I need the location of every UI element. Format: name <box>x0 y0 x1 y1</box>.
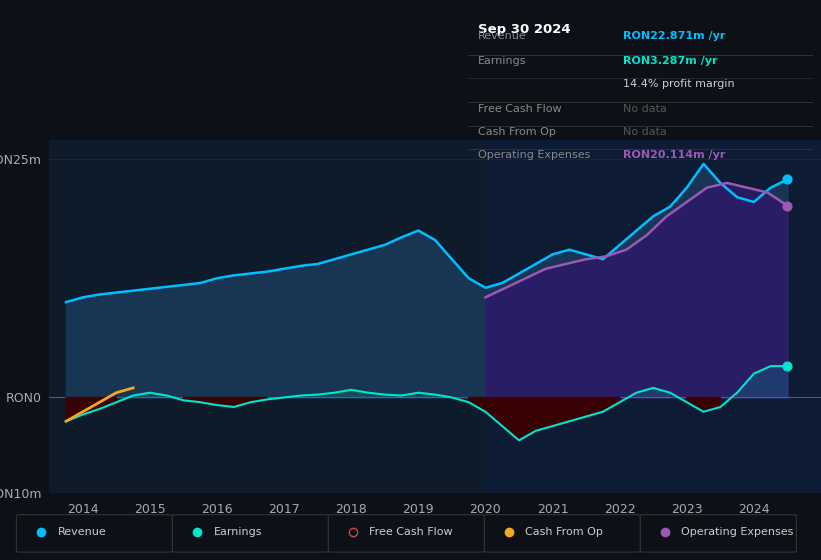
Text: Revenue: Revenue <box>57 527 106 537</box>
Text: Operating Expenses: Operating Expenses <box>479 151 590 161</box>
Text: Sep 30 2024: Sep 30 2024 <box>479 24 571 36</box>
Point <box>781 201 794 210</box>
FancyBboxPatch shape <box>640 515 796 552</box>
Text: No data: No data <box>623 127 667 137</box>
Text: No data: No data <box>623 104 667 114</box>
FancyBboxPatch shape <box>16 515 172 552</box>
Text: Free Cash Flow: Free Cash Flow <box>369 527 453 537</box>
Bar <box>485 140 821 493</box>
Text: Revenue: Revenue <box>479 31 527 41</box>
Text: Cash From Op: Cash From Op <box>525 527 603 537</box>
Text: Operating Expenses: Operating Expenses <box>681 527 794 537</box>
Text: Free Cash Flow: Free Cash Flow <box>479 104 562 114</box>
Text: RON22.871m /yr: RON22.871m /yr <box>623 31 726 41</box>
FancyBboxPatch shape <box>172 515 328 552</box>
Text: RON20.114m /yr: RON20.114m /yr <box>623 151 726 161</box>
Text: Earnings: Earnings <box>213 527 262 537</box>
Text: RON3.287m /yr: RON3.287m /yr <box>623 56 718 66</box>
FancyBboxPatch shape <box>484 515 640 552</box>
Text: Earnings: Earnings <box>479 56 527 66</box>
Point <box>781 362 794 371</box>
Text: Cash From Op: Cash From Op <box>479 127 556 137</box>
FancyBboxPatch shape <box>328 515 484 552</box>
Text: 14.4% profit margin: 14.4% profit margin <box>623 80 735 90</box>
Point <box>781 175 794 184</box>
